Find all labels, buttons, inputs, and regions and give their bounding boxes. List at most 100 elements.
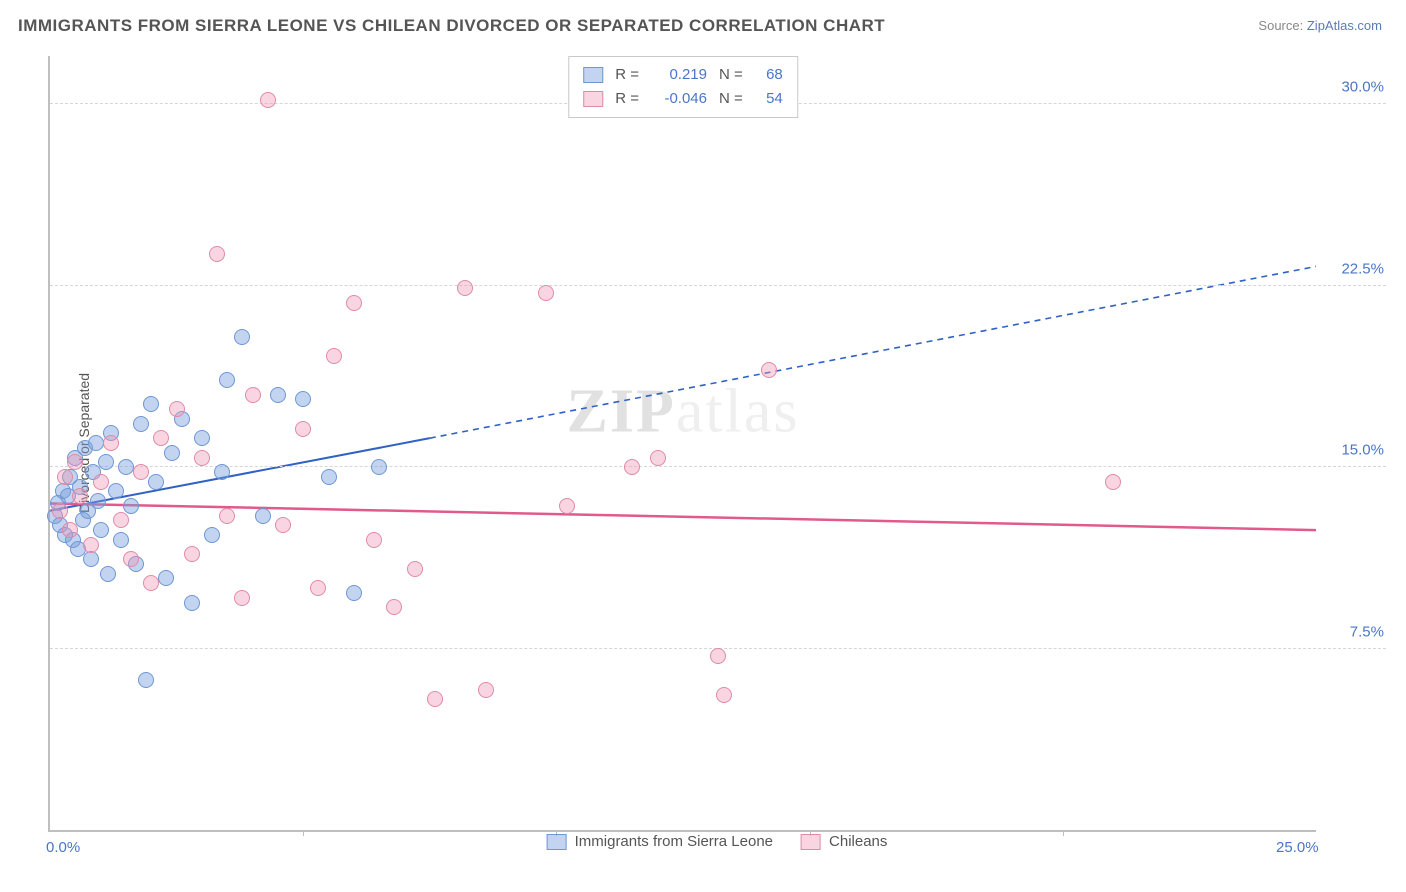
data-point <box>100 566 116 582</box>
data-point <box>72 488 88 504</box>
legend-swatch <box>547 834 567 850</box>
n-value: 68 <box>755 63 783 87</box>
data-point <box>158 570 174 586</box>
legend-row: R = -0.046 N = 54 <box>583 87 783 111</box>
data-point <box>52 503 68 519</box>
data-point <box>62 522 78 538</box>
data-point <box>326 348 342 364</box>
y-tick-label: 30.0% <box>1341 79 1384 96</box>
data-point <box>194 430 210 446</box>
data-point <box>83 537 99 553</box>
x-tick-label: 0.0% <box>46 839 80 856</box>
data-point <box>650 450 666 466</box>
data-point <box>275 517 291 533</box>
data-point <box>346 585 362 601</box>
y-tick-label: 22.5% <box>1341 260 1384 277</box>
data-point <box>133 416 149 432</box>
watermark: ZIPatlas <box>567 377 800 448</box>
chart-title: IMMIGRANTS FROM SIERRA LEONE VS CHILEAN … <box>18 16 885 36</box>
data-point <box>321 469 337 485</box>
scatter-plot: Divorced or Separated ZIPatlas R =0.219N… <box>48 56 1316 832</box>
legend-label: Chileans <box>829 833 887 850</box>
data-point <box>148 474 164 490</box>
n-label: N = <box>719 87 743 111</box>
data-point <box>103 435 119 451</box>
data-point <box>427 691 443 707</box>
data-point <box>184 595 200 611</box>
data-point <box>407 561 423 577</box>
data-point <box>270 387 286 403</box>
data-point <box>761 362 777 378</box>
data-point <box>346 295 362 311</box>
y-tick-label: 7.5% <box>1350 623 1384 640</box>
data-point <box>260 92 276 108</box>
legend-label: Immigrants from Sierra Leone <box>575 833 773 850</box>
data-point <box>310 580 326 596</box>
data-point <box>219 372 235 388</box>
data-point <box>624 459 640 475</box>
data-point <box>716 687 732 703</box>
r-value: -0.046 <box>651 87 707 111</box>
data-point <box>138 672 154 688</box>
data-point <box>143 575 159 591</box>
data-point <box>164 445 180 461</box>
data-point <box>538 285 554 301</box>
data-point <box>93 522 109 538</box>
data-point <box>478 682 494 698</box>
n-value: 54 <box>755 87 783 111</box>
data-point <box>219 508 235 524</box>
data-point <box>194 450 210 466</box>
data-point <box>234 329 250 345</box>
data-point <box>98 454 114 470</box>
legend-swatch <box>583 67 603 83</box>
data-point <box>113 512 129 528</box>
series-legend: Immigrants from Sierra Leone Chileans <box>547 833 888 850</box>
r-label: R = <box>615 87 639 111</box>
data-point <box>123 498 139 514</box>
source-label: Source: <box>1258 18 1303 33</box>
y-tick-label: 15.0% <box>1341 442 1384 459</box>
n-label: N = <box>719 63 743 87</box>
data-point <box>57 469 73 485</box>
x-tick-label: 25.0% <box>1276 839 1319 856</box>
data-point <box>67 454 83 470</box>
x-tick-mark <box>303 830 304 836</box>
data-point <box>113 532 129 548</box>
data-point <box>184 546 200 562</box>
source-attribution: Source: ZipAtlas.com <box>1258 18 1382 33</box>
data-point <box>143 396 159 412</box>
data-point <box>559 498 575 514</box>
data-point <box>295 421 311 437</box>
gridline <box>50 466 1386 467</box>
r-label: R = <box>615 63 639 87</box>
source-link[interactable]: ZipAtlas.com <box>1307 18 1382 33</box>
data-point <box>371 459 387 475</box>
data-point <box>204 527 220 543</box>
data-point <box>245 387 261 403</box>
data-point <box>83 551 99 567</box>
data-point <box>123 551 139 567</box>
data-point <box>133 464 149 480</box>
correlation-legend: R = 0.219 N = 68 R = -0.046 N = 54 <box>568 56 798 118</box>
legend-row: R = 0.219 N = 68 <box>583 63 783 87</box>
data-point <box>93 474 109 490</box>
data-point <box>457 280 473 296</box>
r-value: 0.219 <box>651 63 707 87</box>
data-point <box>234 590 250 606</box>
legend-swatch <box>583 91 603 107</box>
gridline <box>50 285 1386 286</box>
data-point <box>209 246 225 262</box>
data-point <box>1105 474 1121 490</box>
chart-area: Divorced or Separated ZIPatlas R =0.219N… <box>48 56 1386 856</box>
data-point <box>710 648 726 664</box>
data-point <box>108 483 124 499</box>
x-tick-mark <box>1063 830 1064 836</box>
data-point <box>88 435 104 451</box>
data-point <box>386 599 402 615</box>
data-point <box>295 391 311 407</box>
data-point <box>90 493 106 509</box>
trend-lines <box>50 56 1316 830</box>
legend-swatch <box>801 834 821 850</box>
legend-item: Immigrants from Sierra Leone <box>547 833 773 850</box>
data-point <box>255 508 271 524</box>
